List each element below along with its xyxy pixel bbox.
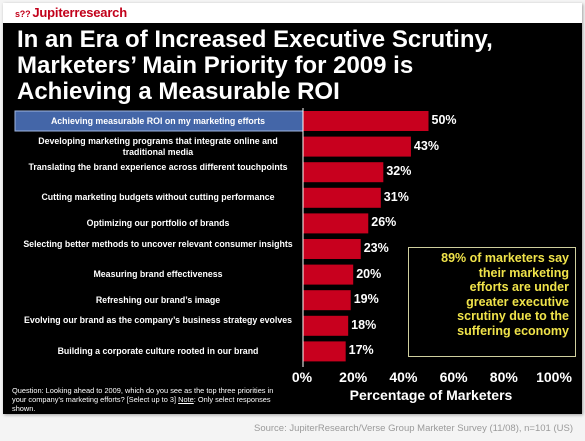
callout-line-4: greater executive xyxy=(466,294,569,309)
x-axis-label: Percentage of Marketers xyxy=(349,387,513,403)
bar-translating-the-brand-experience-across-different-touchpoints xyxy=(303,162,384,183)
category-label: Measuring brand effectiveness xyxy=(93,269,223,280)
category-label: Cutting marketing budgets without cuttin… xyxy=(41,192,275,203)
bar-selecting-better-methods-to-uncover-relevant-consumer-insights xyxy=(303,239,361,259)
x-tick-label: 60% xyxy=(439,369,468,385)
category-label: Evolving our brand as the company’s busi… xyxy=(23,315,293,326)
survey-question: Question: Looking ahead to 2009, which d… xyxy=(12,386,274,413)
title-line-1: In an Era of Increased Executive Scrutin… xyxy=(17,26,493,53)
bar-evolving-our-brand-as-the-company-s-business-strategy-evolves xyxy=(303,315,349,336)
value-label: 32% xyxy=(386,164,412,179)
bar-measuring-brand-effectiveness xyxy=(303,264,354,285)
value-label: 26% xyxy=(371,215,397,230)
bar-achieving-measurable-roi-on-my-marketing-efforts xyxy=(303,111,429,131)
callout-line-3: efforts are under xyxy=(469,280,569,295)
bar-cutting-marketing-budgets-without-cutting-performance xyxy=(303,187,381,208)
value-label: 20% xyxy=(356,266,382,281)
bar-chart xyxy=(14,108,429,367)
callout-line-5: scrutiny due to the xyxy=(457,309,569,324)
bar-developing-marketing-programs-that-integrate-online-and-traditional-media xyxy=(303,136,411,157)
callout-box: 89% of marketers say their marketing eff… xyxy=(408,247,576,357)
callout-line-6: suffering economy xyxy=(457,323,569,338)
value-label: 50% xyxy=(431,113,457,127)
question-text: Question: Looking ahead to 2009, which d… xyxy=(12,386,274,404)
x-tick-label: 20% xyxy=(339,369,368,385)
note-text: : Only select responses shown. xyxy=(12,395,271,413)
logo-strip: s?? Jupiterresearch xyxy=(3,3,582,23)
chart-title: In an Era of Increased Executive Scrutin… xyxy=(17,27,572,105)
category-label: Developing marketing programs that integ… xyxy=(38,136,278,157)
category-label: Refreshing our brand’s image xyxy=(95,294,221,305)
category-label: Translating the brand experience across … xyxy=(28,161,288,172)
callout-line-1: 89% of marketers say xyxy=(441,251,569,265)
title-line-2: Marketers’ Main Priority for 2009 is xyxy=(17,52,414,79)
value-label: 18% xyxy=(351,317,377,332)
note-label: Note xyxy=(178,395,194,404)
category-label: Building a corporate culture rooted in o… xyxy=(57,345,259,356)
category-label: Selecting better methods to uncover rele… xyxy=(23,238,293,249)
value-label: 23% xyxy=(363,241,389,255)
category-label: Optimizing our portfolio of brands xyxy=(86,217,230,228)
title-line-3: Achieving a Measurable ROI xyxy=(17,78,340,105)
x-tick-label: 100% xyxy=(536,369,572,385)
logo-text: Jupiterresearch xyxy=(32,5,127,20)
source-note: Source: JupiterResearch/Verse Group Mark… xyxy=(253,423,573,434)
value-label: 17% xyxy=(348,343,374,358)
bar-refreshing-our-brand-s-image xyxy=(303,290,351,311)
x-tick-label: 40% xyxy=(389,369,418,385)
bar-building-a-corporate-culture-rooted-in-our-brand xyxy=(303,341,346,362)
callout-line-2: their marketing xyxy=(478,265,569,280)
x-tick-label: 80% xyxy=(489,369,518,385)
jupiterresearch-logo: s?? Jupiterresearch xyxy=(15,5,127,20)
value-label: 43% xyxy=(413,138,439,153)
category-label: Achieving measurable ROI on my marketing… xyxy=(50,115,266,126)
value-label: 31% xyxy=(383,189,409,204)
bar-optimizing-our-portfolio-of-brands xyxy=(303,213,369,234)
x-tick-label: 0% xyxy=(291,369,313,385)
logo-mark: s?? xyxy=(15,9,31,19)
value-label: 19% xyxy=(353,292,379,307)
slide: s?? Jupiterresearch In an Era of Increase… xyxy=(3,3,582,414)
